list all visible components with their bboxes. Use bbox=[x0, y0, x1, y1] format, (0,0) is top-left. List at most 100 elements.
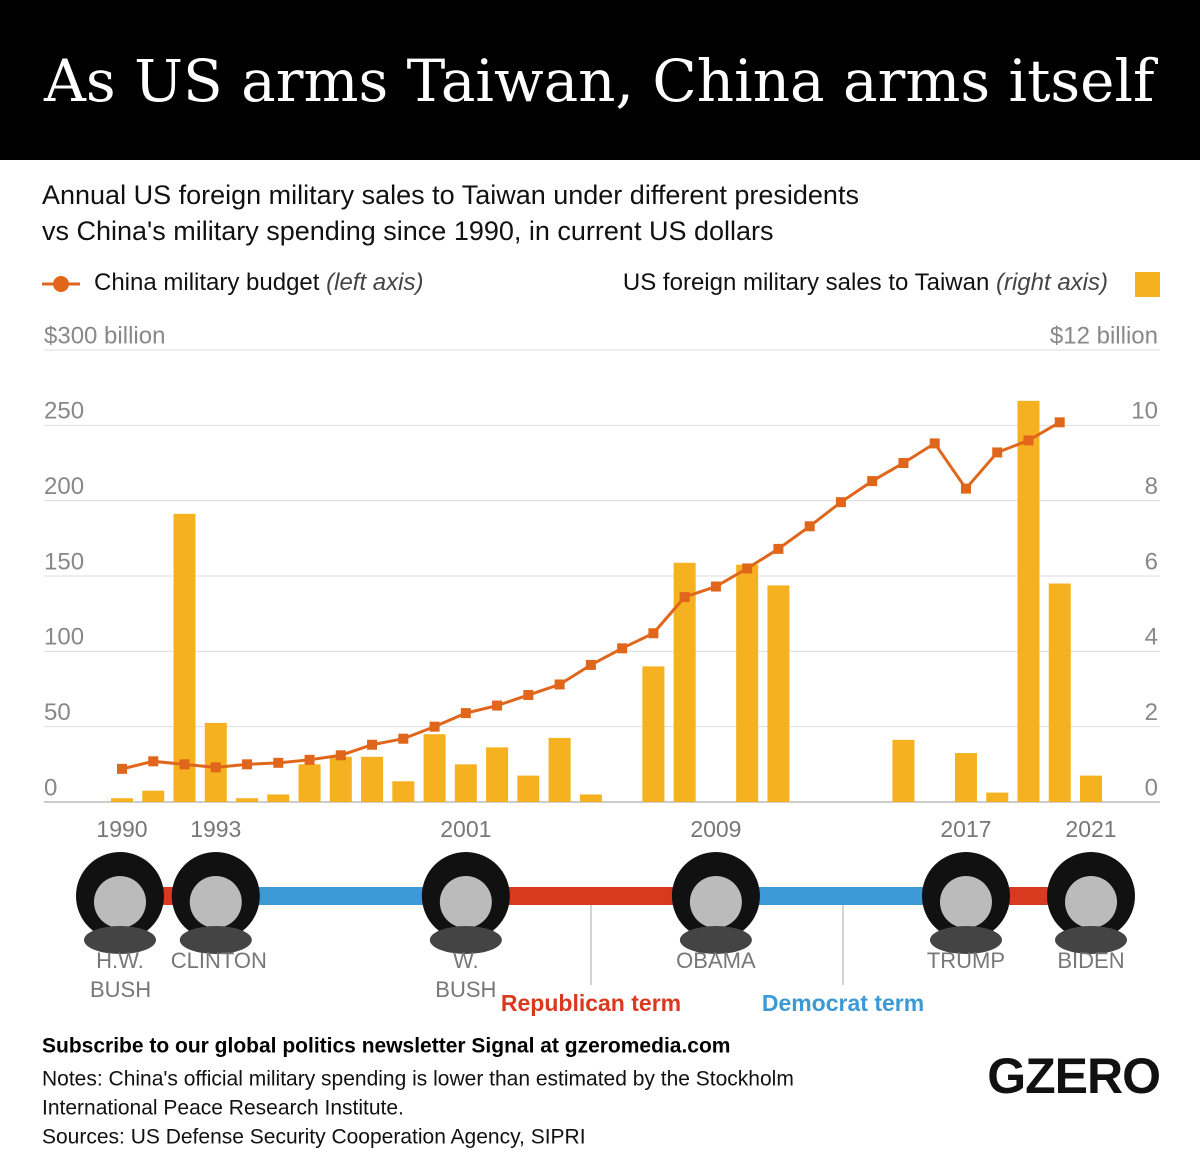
line-marker bbox=[367, 739, 378, 750]
bar bbox=[392, 781, 415, 802]
line-marker bbox=[804, 521, 815, 532]
portrait-face bbox=[189, 876, 242, 928]
bar bbox=[486, 747, 509, 802]
bar bbox=[517, 775, 540, 802]
line-marker bbox=[648, 628, 659, 639]
legend-swatch bbox=[1135, 272, 1160, 297]
line-marker bbox=[492, 700, 503, 711]
notes: International Peace Research Institute. bbox=[42, 1097, 404, 1120]
bar bbox=[986, 792, 1009, 802]
x-tick-label: 2009 bbox=[690, 816, 741, 842]
line-marker bbox=[179, 759, 190, 770]
line-marker bbox=[960, 483, 971, 494]
line-marker bbox=[1054, 417, 1065, 428]
portrait-face bbox=[1065, 876, 1117, 928]
x-tick-label: 2001 bbox=[440, 816, 491, 842]
y2-tick-label: 6 bbox=[1145, 548, 1158, 575]
bar bbox=[673, 562, 696, 802]
bar bbox=[236, 798, 259, 802]
line-marker bbox=[742, 563, 753, 574]
y-tick-label: 150 bbox=[44, 548, 84, 575]
line-marker bbox=[273, 757, 284, 768]
y-tick-label: 0 bbox=[44, 774, 57, 801]
portrait-shoulders bbox=[84, 926, 156, 954]
portrait-face bbox=[94, 876, 146, 928]
portrait-shoulders bbox=[679, 926, 752, 954]
title-band bbox=[0, 0, 1200, 160]
line-marker bbox=[429, 721, 440, 732]
legend-axis-note: (left axis) bbox=[326, 269, 423, 296]
line-marker bbox=[835, 497, 846, 508]
line-marker bbox=[242, 759, 253, 770]
bar bbox=[1080, 775, 1102, 802]
president-name: TRUMP bbox=[926, 948, 1006, 973]
portrait-face bbox=[939, 876, 992, 928]
president-name: BIDEN bbox=[1057, 948, 1125, 973]
line-marker bbox=[898, 458, 909, 468]
line-marker bbox=[335, 750, 346, 761]
bar bbox=[1048, 583, 1071, 802]
bar bbox=[142, 790, 165, 802]
chart-title: As US arms Taiwan, China arms itself bbox=[43, 47, 1158, 115]
line-marker bbox=[617, 643, 628, 654]
y-tick-label: 200 bbox=[44, 473, 84, 500]
y2-tick-label: 10 bbox=[1131, 398, 1158, 425]
line-marker bbox=[773, 543, 784, 554]
legend-axis-note: (right axis) bbox=[996, 269, 1108, 296]
notes: Notes: China's official military spendin… bbox=[42, 1068, 794, 1091]
line-marker bbox=[1023, 435, 1034, 446]
line-marker bbox=[867, 476, 878, 487]
logo: GZERO bbox=[987, 1048, 1160, 1104]
x-tick-label: 1993 bbox=[190, 816, 241, 842]
portrait-shoulders bbox=[929, 926, 1002, 954]
y2-tick-label: $12 billion bbox=[1050, 322, 1158, 349]
bar bbox=[173, 513, 196, 802]
line-marker bbox=[117, 763, 127, 774]
y2-tick-label: 4 bbox=[1145, 624, 1158, 651]
president-name: W. BUSH bbox=[435, 948, 497, 1002]
bar bbox=[361, 756, 384, 802]
line-marker bbox=[148, 756, 159, 767]
bar bbox=[298, 764, 321, 802]
y-tick-label: 100 bbox=[44, 624, 84, 651]
x-tick-label: 2017 bbox=[940, 816, 991, 842]
y-tick-label: 250 bbox=[44, 398, 84, 425]
line bbox=[121, 421, 1061, 771]
line-marker bbox=[929, 438, 940, 449]
y-tick-label: $300 billion bbox=[44, 322, 165, 349]
legend-name: US foreign military sales to Taiwan bbox=[623, 269, 989, 296]
line-marker bbox=[585, 659, 596, 670]
bar bbox=[1017, 400, 1040, 802]
legend-marker bbox=[53, 276, 69, 292]
term-segment bbox=[715, 887, 966, 905]
x-tick-label: 1990 bbox=[96, 816, 147, 842]
term-label: Republican term bbox=[501, 990, 681, 1016]
subtitle: Annual US foreign military sales to Taiw… bbox=[42, 180, 859, 210]
line-marker bbox=[554, 679, 565, 690]
bar bbox=[892, 739, 915, 802]
line-marker bbox=[398, 733, 409, 744]
portrait-face bbox=[439, 876, 492, 928]
bar bbox=[736, 564, 759, 802]
bar bbox=[267, 794, 290, 802]
bar bbox=[423, 734, 446, 802]
president-name: OBAMA bbox=[676, 948, 756, 973]
y-tick-label: 50 bbox=[44, 699, 71, 726]
line-marker bbox=[304, 754, 315, 765]
portrait-shoulders bbox=[1055, 926, 1127, 954]
bar bbox=[548, 737, 571, 802]
line-marker bbox=[992, 447, 1003, 458]
bar bbox=[454, 764, 477, 802]
bar bbox=[767, 585, 790, 802]
sources: Sources: US Defense Security Cooperation… bbox=[42, 1126, 586, 1149]
legend-label: China military budget (left axis) bbox=[94, 269, 423, 296]
bar bbox=[954, 753, 977, 802]
president-name: H.W. BUSH bbox=[90, 948, 152, 1002]
bar bbox=[329, 756, 352, 802]
line-marker bbox=[679, 592, 690, 603]
president-name: CLINTON bbox=[170, 948, 267, 973]
subscribe: Subscribe to our global politics newslet… bbox=[42, 1035, 730, 1058]
term-segment bbox=[215, 887, 466, 905]
x-tick-label: 2021 bbox=[1065, 816, 1116, 842]
